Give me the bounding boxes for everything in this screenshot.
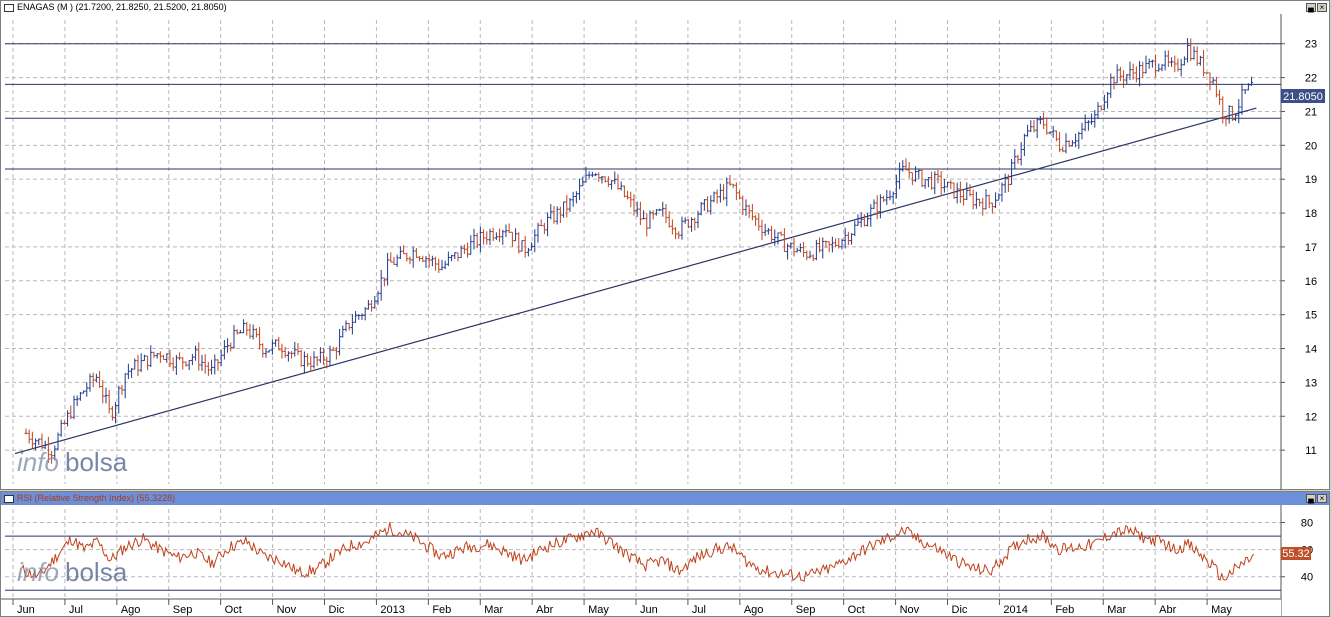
watermark-bolsa: bolsa xyxy=(65,557,128,587)
x-axis-label: May xyxy=(1211,604,1232,616)
panel-window-icon xyxy=(4,495,14,503)
x-axis-label: Jun xyxy=(17,604,35,616)
price-axis-label: 16 xyxy=(1305,276,1317,288)
panel-window-icon xyxy=(4,4,14,12)
price-axis-label: 18 xyxy=(1305,208,1317,220)
last-price-marker xyxy=(1281,89,1325,103)
price-axis-label: 23 xyxy=(1305,39,1317,51)
minimize-button[interactable]: ▄ xyxy=(1306,3,1316,12)
x-axis-label: Mar xyxy=(484,604,503,616)
watermark: info bolsa xyxy=(17,557,128,587)
x-axis-label: Abr xyxy=(1159,604,1176,616)
watermark-info: info xyxy=(17,447,59,477)
x-axis-label: Jul xyxy=(69,604,83,616)
x-axis-label: Feb xyxy=(1055,604,1074,616)
price-axis-label: 22 xyxy=(1305,73,1317,85)
last-price-label: 21.8050 xyxy=(1283,91,1323,103)
x-axis-label: Sep xyxy=(796,604,816,616)
rsi-axis-label: 80 xyxy=(1301,518,1313,530)
x-axis-label: Feb xyxy=(432,604,451,616)
close-button[interactable]: × xyxy=(1317,494,1327,503)
x-axis-label: Oct xyxy=(848,604,865,616)
price-axis-label: 12 xyxy=(1305,411,1317,423)
last-rsi-label: 55.32 xyxy=(1282,548,1310,560)
price-axis-label: 20 xyxy=(1305,140,1317,152)
trendline xyxy=(14,107,1257,455)
x-axis-label: Sep xyxy=(173,604,193,616)
x-axis-label: Nov xyxy=(900,604,920,616)
price-chart-panel: ENAGAS (M ) (21.7200, 21.8250, 21.5200, … xyxy=(0,0,1330,490)
x-axis-band xyxy=(1,599,1281,616)
rsi-chart-panel: RSI (Relative Strength Index) (55.3228) … xyxy=(0,491,1330,617)
x-axis-label: Oct xyxy=(225,604,242,616)
rsi-line xyxy=(21,522,1255,583)
watermark: info bolsa xyxy=(17,447,128,477)
x-axis-label: Nov xyxy=(277,604,297,616)
rsi-panel-titlebar: RSI (Relative Strength Index) (55.3228) … xyxy=(1,492,1329,505)
x-axis-label: Jun xyxy=(640,604,658,616)
last-rsi-marker xyxy=(1281,547,1311,560)
x-axis-label: 2014 xyxy=(1003,604,1027,616)
price-axis-label: 19 xyxy=(1305,174,1317,186)
price-axis-label: 14 xyxy=(1305,344,1317,356)
x-axis-label: Mar xyxy=(1107,604,1126,616)
price-panel-titlebar: ENAGAS (M ) (21.7200, 21.8250, 21.5200, … xyxy=(1,1,1329,14)
minimize-button[interactable]: ▄ xyxy=(1306,494,1316,503)
rsi-panel-title: RSI (Relative Strength Index) (55.3228) xyxy=(17,493,176,503)
price-axis-label: 15 xyxy=(1305,310,1317,322)
rsi-chart[interactable]: 406080 JunJulAgoSepOctNovDic2013FebMarAb… xyxy=(1,505,1329,616)
rsi-axis-label: 40 xyxy=(1301,572,1313,584)
x-axis-label: Dic xyxy=(329,604,345,616)
price-axis-label: 17 xyxy=(1305,242,1317,254)
x-axis-label: Ago xyxy=(121,604,141,616)
price-axis-label: 11 xyxy=(1305,445,1316,457)
x-axis-label: Jul xyxy=(692,604,706,616)
close-button[interactable]: × xyxy=(1317,3,1327,12)
watermark-bolsa: bolsa xyxy=(65,447,128,477)
price-axis-label: 13 xyxy=(1305,377,1317,389)
x-axis-label: May xyxy=(588,604,609,616)
x-axis-label: 2013 xyxy=(380,604,404,616)
x-axis-label: Dic xyxy=(952,604,968,616)
x-axis-label: Ago xyxy=(744,604,764,616)
price-panel-title: ENAGAS (M ) (21.7200, 21.8250, 21.5200, … xyxy=(17,2,227,12)
price-chart[interactable]: 11 12 13 14 15 16 17 18 19 20 21 22 23 info bolsa 21… xyxy=(1,14,1329,490)
x-axis-label: Abr xyxy=(536,604,553,616)
watermark-info: info xyxy=(17,557,59,587)
price-axis-label: 21 xyxy=(1305,106,1317,118)
